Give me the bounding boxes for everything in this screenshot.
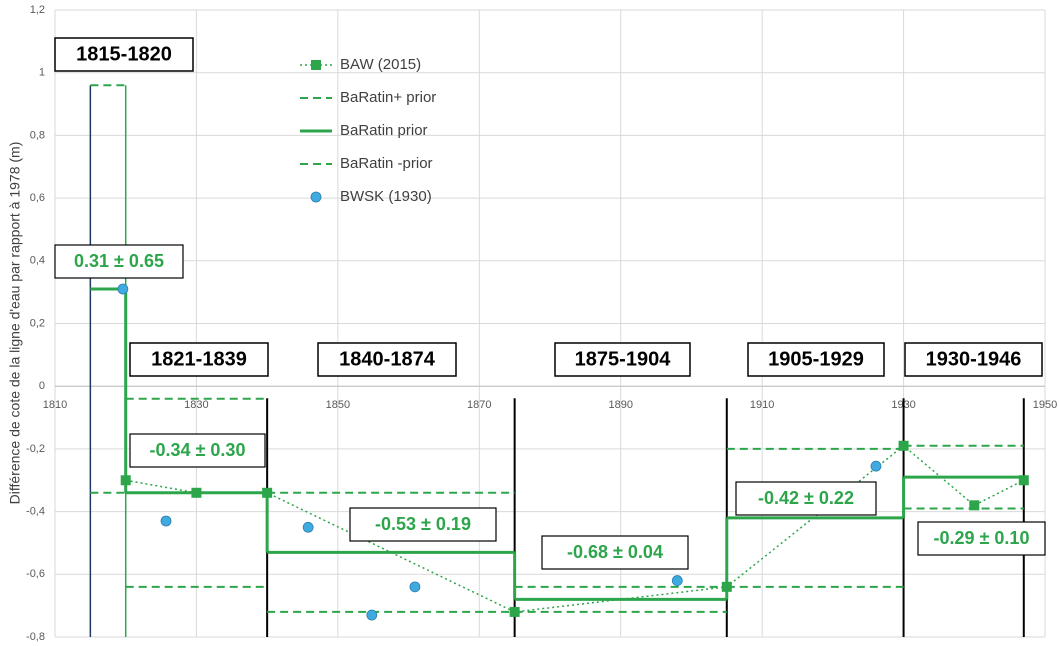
y-tick-label: 0,8 bbox=[30, 129, 45, 141]
period-box bbox=[904, 342, 1043, 377]
baw-point bbox=[120, 475, 131, 486]
value-label: -0.42 ± 0.22 bbox=[758, 488, 854, 508]
y-tick-label: -0,6 bbox=[26, 568, 45, 580]
x-tick-label: 1890 bbox=[608, 399, 632, 411]
bwsk-point bbox=[870, 460, 882, 472]
bwsk-point bbox=[160, 515, 172, 527]
value-box bbox=[349, 507, 497, 542]
y-tick-label: 1 bbox=[39, 67, 45, 79]
x-tick-label: 1850 bbox=[326, 399, 350, 411]
period-label: 1840-1874 bbox=[339, 348, 436, 370]
value-label: -0.68 ± 0.04 bbox=[567, 542, 663, 562]
period-label: 1905-1929 bbox=[768, 348, 864, 370]
x-tick-label: 1950 bbox=[1033, 399, 1057, 411]
x-tick-label: 1810 bbox=[43, 399, 67, 411]
legend-label: BWSK (1930) bbox=[340, 188, 432, 205]
y-tick-label: 0,6 bbox=[30, 192, 45, 204]
bwsk-point bbox=[117, 283, 129, 295]
y-tick-label: -0,4 bbox=[26, 506, 45, 518]
bwsk-point bbox=[409, 581, 421, 593]
y-tick-label: -0,2 bbox=[26, 443, 45, 455]
legend-label: BaRatin -prior bbox=[340, 155, 433, 172]
legend-label: BAW (2015) bbox=[340, 56, 421, 73]
x-tick-label: 1870 bbox=[467, 399, 491, 411]
y-tick-label: 0,2 bbox=[30, 317, 45, 329]
baw-point bbox=[898, 440, 909, 451]
legend-swatch bbox=[310, 191, 322, 203]
period-box bbox=[54, 37, 194, 72]
baw-point bbox=[721, 581, 732, 592]
period-box bbox=[129, 342, 269, 377]
period-box bbox=[747, 342, 885, 377]
bwsk-point bbox=[302, 521, 314, 533]
y-tick-label: 1,2 bbox=[30, 4, 45, 16]
value-label: -0.29 ± 0.10 bbox=[934, 528, 1030, 548]
value-box bbox=[917, 521, 1046, 556]
y-tick-label: 0 bbox=[39, 380, 45, 392]
period-label: 1930-1946 bbox=[926, 348, 1022, 370]
baw-point bbox=[1018, 475, 1029, 486]
bwsk-point bbox=[366, 609, 378, 621]
period-box bbox=[554, 342, 691, 377]
x-tick-label: 1830 bbox=[184, 399, 208, 411]
x-tick-label: 1910 bbox=[750, 399, 774, 411]
value-label: 0.31 ± 0.65 bbox=[74, 251, 164, 271]
legend-swatch bbox=[311, 60, 321, 70]
bwsk-point bbox=[671, 575, 683, 586]
period-label: 1821-1839 bbox=[151, 348, 247, 370]
baw-point bbox=[262, 487, 273, 498]
value-box bbox=[54, 244, 184, 279]
value-box bbox=[129, 433, 266, 468]
value-box bbox=[541, 535, 689, 570]
legend-label: BaRatin prior bbox=[340, 122, 428, 139]
baw-point bbox=[191, 487, 202, 498]
y-axis-label: Différence de cote de la ligne d'eau par… bbox=[7, 142, 23, 505]
value-box bbox=[735, 481, 877, 516]
value-label: -0.53 ± 0.19 bbox=[375, 514, 471, 534]
baw-point bbox=[509, 606, 520, 617]
value-label: -0.34 ± 0.30 bbox=[150, 440, 246, 460]
baw-point bbox=[969, 500, 980, 511]
y-tick-label: -0,8 bbox=[26, 631, 45, 643]
period-label: 1875-1904 bbox=[575, 348, 672, 370]
period-box bbox=[317, 342, 457, 377]
legend-label: BaRatin+ prior bbox=[340, 89, 436, 106]
y-tick-label: 0,4 bbox=[30, 255, 45, 267]
period-label: 1815-1820 bbox=[76, 43, 172, 65]
